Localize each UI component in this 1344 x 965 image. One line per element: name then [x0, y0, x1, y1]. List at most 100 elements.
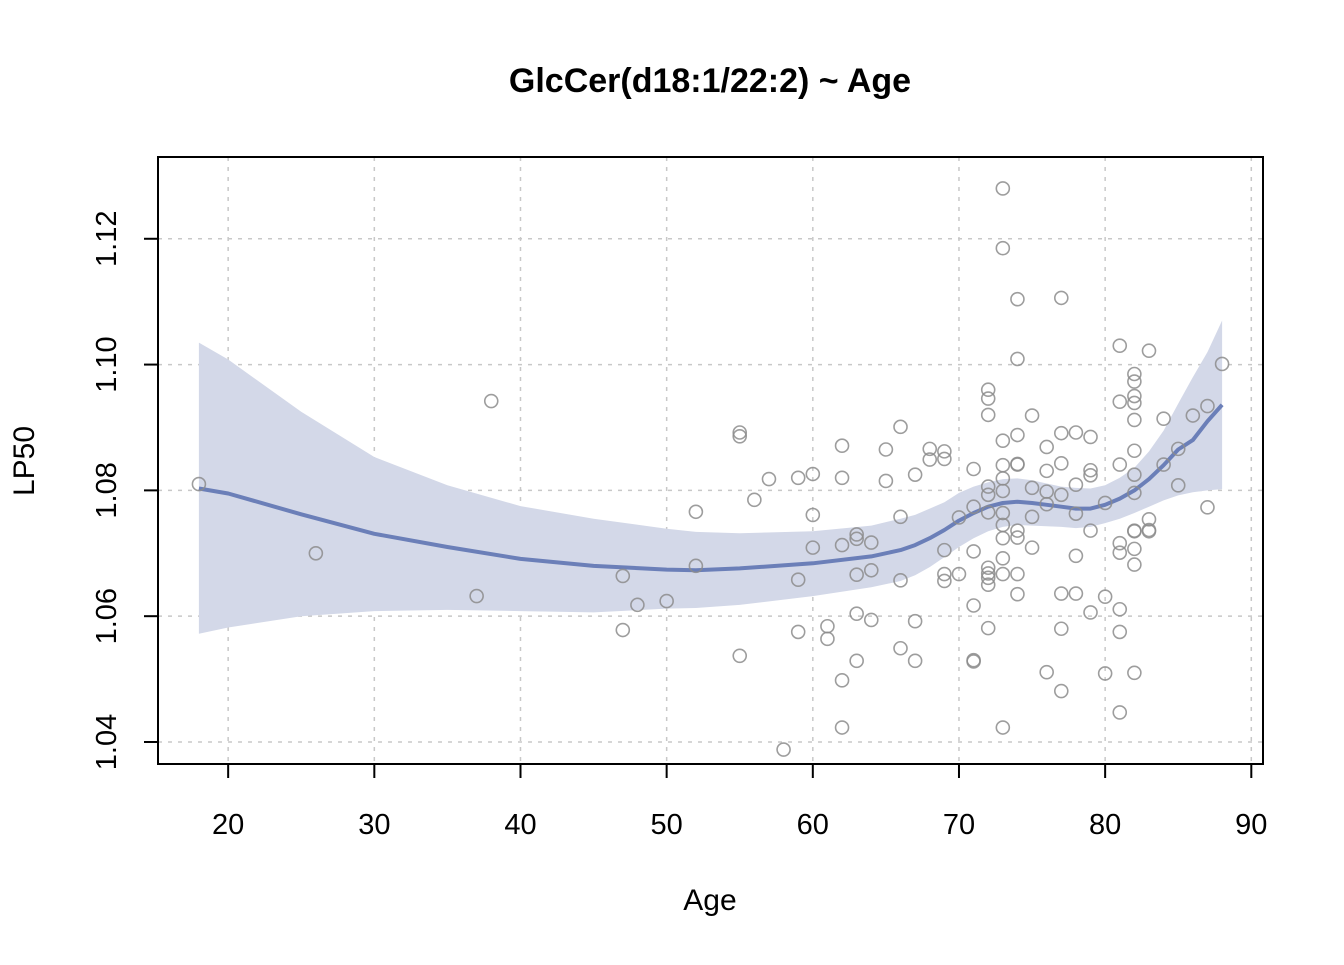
data-point [1053, 621, 1069, 637]
data-point [893, 573, 908, 588]
data-point [995, 530, 1011, 546]
x-tick-label: 40 [504, 809, 536, 841]
data-point [834, 673, 850, 688]
data-point [1127, 412, 1142, 428]
data-point [1083, 467, 1098, 483]
data-point [1053, 456, 1069, 471]
y-tick-label: 1.08 [91, 462, 123, 518]
data-point [1156, 457, 1171, 472]
data-point [776, 742, 791, 757]
data-point [893, 509, 908, 525]
data-points [191, 181, 1230, 757]
data-point [1185, 408, 1201, 423]
data-point [1112, 545, 1128, 560]
data-point [1127, 485, 1142, 501]
data-point [805, 466, 821, 482]
data-point [907, 653, 923, 669]
y-tick-label: 1.12 [91, 211, 123, 267]
data-point [1127, 557, 1142, 572]
data-point [922, 452, 938, 467]
data-point [1112, 705, 1128, 720]
data-point [834, 438, 850, 454]
data-point [878, 473, 894, 489]
data-point [1127, 366, 1142, 382]
y-axis-label: LP50 [8, 426, 41, 496]
data-point [1127, 388, 1142, 404]
data-point [863, 612, 879, 628]
data-point [980, 620, 996, 636]
data-point [995, 483, 1011, 499]
data-point [732, 648, 748, 664]
data-point [1127, 467, 1142, 482]
data-point [1112, 535, 1128, 551]
data-point [878, 442, 894, 457]
data-point [1141, 512, 1157, 527]
data-point [849, 531, 864, 547]
data-point [937, 573, 952, 589]
data-point [469, 588, 484, 604]
confidence-band [198, 320, 1223, 634]
data-point [834, 537, 850, 553]
data-point [1053, 290, 1069, 306]
data-point [980, 577, 996, 593]
data-point [995, 240, 1011, 256]
data-point [1024, 408, 1040, 423]
data-point [1053, 487, 1069, 503]
data-point [1039, 463, 1054, 479]
data-point [790, 624, 806, 640]
data-point [966, 598, 981, 613]
data-point [995, 181, 1011, 196]
data-point [1127, 541, 1142, 557]
data-point [1097, 495, 1113, 511]
data-point [1083, 605, 1098, 620]
data-point [1068, 506, 1084, 521]
data-point [1112, 394, 1128, 409]
data-point [1200, 398, 1215, 414]
data-point [1068, 477, 1084, 493]
y-axis: 1.04 1.06 1.08 1.10 1.12 [91, 211, 159, 770]
data-point [966, 544, 981, 559]
data-point [732, 425, 748, 440]
data-point [922, 441, 938, 457]
data-point [732, 428, 748, 444]
data-point [805, 540, 821, 555]
y-tick-label: 1.04 [91, 714, 123, 770]
data-point [1039, 664, 1054, 680]
data-point [790, 572, 806, 587]
data-point [1039, 439, 1054, 455]
data-point [1112, 338, 1128, 354]
data-point [1127, 443, 1142, 459]
data-point [1083, 523, 1098, 538]
x-tick-label: 90 [1235, 809, 1267, 841]
data-point [1112, 457, 1128, 472]
data-point [980, 391, 996, 406]
data-point [980, 566, 996, 581]
data-point [805, 507, 821, 523]
data-point [893, 640, 908, 656]
data-point [907, 613, 923, 629]
data-point [907, 467, 923, 482]
data-point [849, 606, 864, 621]
data-point [980, 570, 996, 586]
data-point [1068, 586, 1084, 601]
data-point [1097, 666, 1113, 681]
data-point [1068, 425, 1084, 440]
data-point [483, 393, 499, 409]
data-point [659, 593, 674, 609]
data-point [1170, 441, 1186, 457]
x-tick-label: 60 [797, 809, 829, 841]
x-tick-label: 50 [651, 809, 683, 841]
x-tick-label: 70 [943, 809, 975, 841]
data-point [1010, 530, 1025, 545]
data-point [1127, 395, 1142, 411]
data-point [1127, 374, 1142, 389]
data-point [1170, 478, 1186, 493]
data-point [747, 492, 762, 508]
data-point [980, 382, 996, 398]
x-tick-label: 30 [358, 809, 390, 841]
data-point [834, 720, 850, 735]
data-point [980, 487, 996, 503]
data-point [966, 654, 981, 669]
